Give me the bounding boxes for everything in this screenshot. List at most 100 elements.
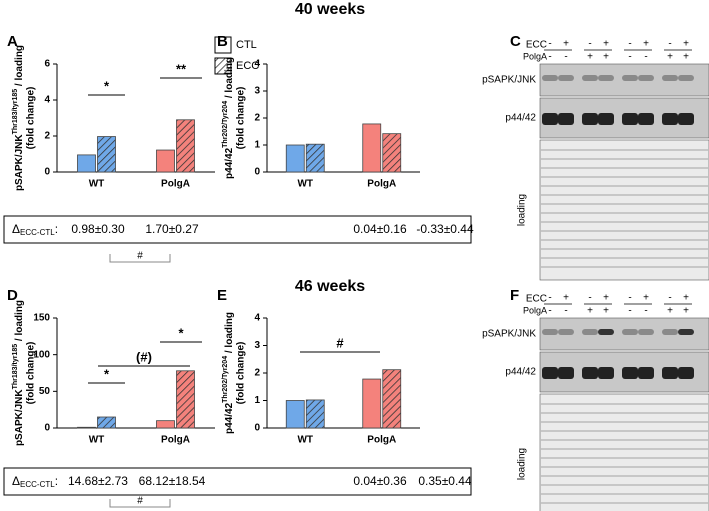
delta-box <box>3 467 472 496</box>
sign: + <box>683 293 689 304</box>
blot-band <box>678 367 694 379</box>
blot-band <box>582 329 598 335</box>
blot-band <box>598 75 614 81</box>
y-label-suffix: / loading <box>224 57 235 101</box>
section-title: 40 weeks <box>295 1 365 18</box>
x-tick-label: PolgA <box>161 179 190 190</box>
blot-band <box>638 367 654 379</box>
blot-band <box>582 75 598 81</box>
y-tick-label: 0 <box>254 423 260 434</box>
y-axis-label: p44/42Thr202/Tyr204 / loading <box>222 57 235 179</box>
sign: - <box>548 293 551 304</box>
delta-symbol: Δ <box>12 474 20 488</box>
sign: - <box>548 306 551 317</box>
blot-row-label: ECC <box>526 294 547 305</box>
sign: - <box>628 39 631 50</box>
y-label-main: p44/42 <box>224 402 235 434</box>
blot-band <box>678 113 694 125</box>
x-tick-label: WT <box>89 435 105 446</box>
lane-label: loading <box>517 448 528 480</box>
blot-band <box>558 113 574 125</box>
x-tick-label: PolgA <box>367 179 396 190</box>
bar <box>176 370 195 429</box>
x-tick-label: PolgA <box>161 435 190 446</box>
y-tick-label: 0 <box>254 167 260 178</box>
bar <box>176 119 195 173</box>
bar <box>285 400 305 429</box>
y-label-sup: Thr183/tyr185 <box>12 89 19 135</box>
sign: - <box>548 39 551 50</box>
sign: + <box>603 39 609 50</box>
sig-label: # <box>137 496 143 507</box>
bar <box>97 136 116 173</box>
y-tick-label: 100 <box>33 349 50 360</box>
delta-colon: : <box>55 474 58 488</box>
blot-band <box>622 75 638 81</box>
blot-band <box>662 329 678 335</box>
x-tick-label: PolgA <box>367 435 396 446</box>
blot-band <box>598 113 614 125</box>
blot-band <box>662 367 678 379</box>
y-tick-label: 6 <box>44 59 50 70</box>
delta-value: 0.04±0.16 <box>353 222 407 236</box>
sign: + <box>683 306 689 317</box>
bar <box>285 144 305 173</box>
sign: - <box>668 293 671 304</box>
y-axis-label: p44/42Thr202/Tyr204 / loading <box>222 312 235 434</box>
y-label-sup: Thr202/Tyr204 <box>222 101 229 148</box>
blot-band <box>638 75 654 81</box>
blot-row-label: ECC <box>526 40 547 51</box>
significance-label: ** <box>176 61 187 76</box>
sign: + <box>603 293 609 304</box>
bar <box>305 143 325 173</box>
delta-value: -0.33±0.44 <box>416 222 474 236</box>
delta-value: 68.12±18.54 <box>139 474 206 488</box>
bar <box>362 123 382 173</box>
y-label-suffix: / loading <box>224 312 235 356</box>
blot-band <box>582 367 598 379</box>
blot-band <box>622 329 638 335</box>
delta-value: 14.68±2.73 <box>68 474 128 488</box>
bar <box>77 154 96 173</box>
x-tick-label: WT <box>297 435 313 446</box>
sign: + <box>643 39 649 50</box>
y-label-sup: Thr183/tyr185 <box>12 344 19 390</box>
delta-value: 0.04±0.36 <box>353 474 407 488</box>
bar <box>97 416 116 429</box>
sig-bracket <box>109 254 171 263</box>
y-tick-label: 1 <box>254 395 260 406</box>
y-tick-label: 3 <box>254 86 260 97</box>
y-tick-label: 4 <box>254 59 260 70</box>
y-label-main: pSAPK/JNK <box>14 389 25 446</box>
blot-band <box>662 113 678 125</box>
blot-band <box>582 113 598 125</box>
blot-row-label: PolgA <box>523 51 547 61</box>
blot-image <box>539 139 709 281</box>
panel-letter: F <box>510 287 519 304</box>
y-label-suffix: / loading <box>14 45 25 89</box>
sign: + <box>587 306 593 317</box>
sign: - <box>644 306 647 317</box>
blot-band <box>622 367 638 379</box>
y-axis-label-2: (fold change) <box>26 342 37 405</box>
sign: - <box>628 52 631 63</box>
blot-band <box>542 75 558 81</box>
blot-band <box>678 329 694 335</box>
x-tick-label: WT <box>297 179 313 190</box>
panel-letter: E <box>217 287 227 304</box>
sign: - <box>548 52 551 63</box>
bar <box>77 426 96 429</box>
y-axis-label-2: (fold change) <box>236 87 247 150</box>
panel-letter: D <box>7 287 18 304</box>
y-axis-label: pSAPK/JNKThr183/tyr185 / loading <box>12 45 25 191</box>
y-label-suffix: / loading <box>14 300 25 344</box>
delta-box <box>3 215 472 244</box>
sign: - <box>628 293 631 304</box>
blot-band <box>598 367 614 379</box>
sign: - <box>588 293 591 304</box>
y-axis-label-2: (fold change) <box>26 87 37 150</box>
y-tick-label: 0 <box>44 167 50 178</box>
sign: + <box>563 293 569 304</box>
panel-letter: B <box>217 33 228 50</box>
sign: - <box>564 52 567 63</box>
